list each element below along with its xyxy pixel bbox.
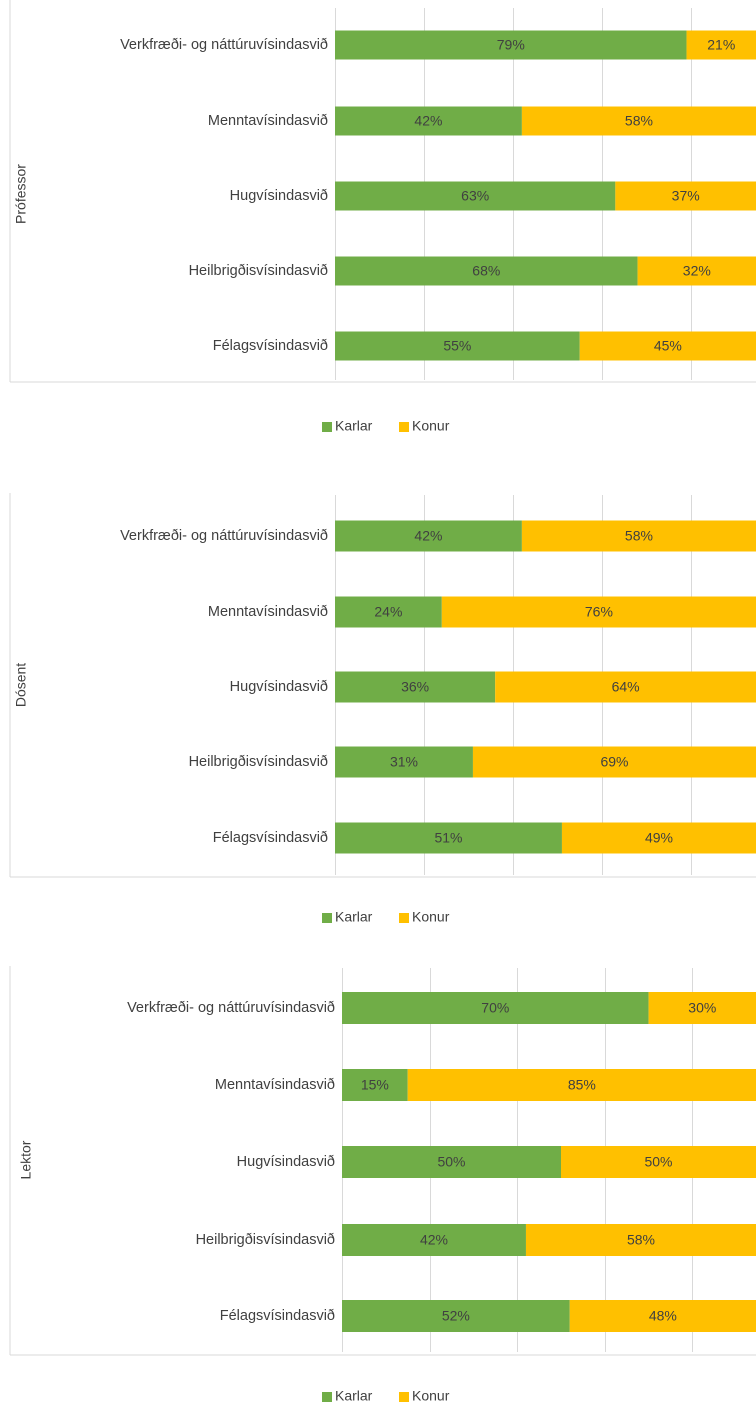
bar-karlar — [335, 822, 562, 854]
data-label: 85% — [568, 1077, 596, 1093]
chart-panel-2: Dósent Verkfræði- og náttúruvísindasvið 42… — [9, 493, 756, 925]
bar-konur — [495, 671, 756, 703]
data-label: 49% — [645, 830, 673, 846]
legend-label-konur: Konur — [412, 418, 450, 434]
category-label: Heilbrigðisvísindasvið — [189, 263, 328, 279]
data-label: 42% — [420, 1232, 448, 1248]
group-label: Lektor — [18, 1140, 34, 1179]
data-label: 52% — [442, 1308, 470, 1324]
bar-karlar — [335, 181, 616, 211]
data-label: 37% — [672, 188, 700, 204]
bar-konur — [561, 1146, 756, 1178]
bar-konur — [637, 256, 756, 286]
data-label: 31% — [390, 754, 418, 770]
bar-karlar — [335, 520, 522, 552]
data-label: 30% — [688, 1000, 716, 1016]
legend-swatch-konur — [399, 913, 409, 923]
category-label: Félagsvísindasvið — [213, 830, 328, 846]
bar-karlar — [342, 1146, 561, 1178]
bar-konur — [579, 331, 756, 361]
data-label: 58% — [625, 528, 653, 544]
bar-konur — [407, 1069, 756, 1101]
legend-label-karlar: Karlar — [335, 909, 373, 925]
legend-swatch-karlar — [322, 913, 332, 923]
bar-karlar — [335, 746, 473, 778]
category-label: Menntavísindasvið — [208, 604, 328, 620]
bar-karlar — [342, 1069, 408, 1101]
data-label: 51% — [434, 830, 462, 846]
data-label: 64% — [612, 679, 640, 695]
category-label: Menntavísindasvið — [208, 113, 328, 129]
legend-swatch-konur — [399, 422, 409, 432]
data-label: 32% — [683, 263, 711, 279]
data-label: 55% — [443, 338, 471, 354]
legend-label-karlar: Karlar — [335, 418, 373, 434]
legend-swatch-karlar — [322, 1392, 332, 1402]
category-label: Félagsvísindasvið — [220, 1308, 335, 1324]
category-label: Verkfræði- og náttúruvísindasvið — [120, 37, 328, 53]
category-label: Verkfræði- og náttúruvísindasvið — [120, 528, 328, 544]
bar-konur — [686, 30, 756, 60]
bar-konur — [521, 106, 756, 136]
data-label: 63% — [461, 188, 489, 204]
legend-label-konur: Konur — [412, 1388, 450, 1404]
data-label: 48% — [649, 1308, 677, 1324]
legend: Karlar Konur — [322, 909, 450, 925]
chart-panel-1: Prófessor Verkfræði- og náttúruvísindasvi… — [9, 0, 756, 434]
bar-karlar — [342, 992, 649, 1024]
bar-karlar — [335, 256, 638, 286]
legend-label-konur: Konur — [412, 909, 450, 925]
data-label: 15% — [361, 1077, 389, 1093]
category-label: Menntavísindasvið — [215, 1077, 335, 1093]
chart-panel-3: Lektor Verkfræði- og náttúruvísindasvið 70… — [9, 966, 756, 1404]
bar-konur — [615, 181, 756, 211]
data-label: 70% — [481, 1000, 509, 1016]
bar-karlar — [342, 1300, 570, 1332]
category-label: Hugvísindasvið — [230, 679, 328, 695]
bar-konur — [441, 596, 756, 628]
data-label: 58% — [627, 1232, 655, 1248]
bar-konur — [569, 1300, 756, 1332]
bar-karlar — [335, 106, 522, 136]
legend-label-karlar: Karlar — [335, 1388, 373, 1404]
data-label: 50% — [644, 1154, 672, 1170]
data-label: 79% — [497, 37, 525, 53]
data-label: 68% — [472, 263, 500, 279]
legend-swatch-konur — [399, 1392, 409, 1402]
bar-konur — [521, 520, 756, 552]
bar-konur — [648, 992, 756, 1024]
bar-karlar — [342, 1224, 526, 1256]
bar-konur — [561, 822, 756, 854]
data-label: 58% — [625, 113, 653, 129]
group-label: Dósent — [13, 663, 29, 707]
data-label: 76% — [585, 604, 613, 620]
legend: Karlar Konur — [322, 418, 450, 434]
group-label: Prófessor — [13, 164, 29, 224]
bar-karlar — [335, 30, 687, 60]
data-label: 24% — [374, 604, 402, 620]
data-label: 42% — [414, 113, 442, 129]
data-label: 42% — [414, 528, 442, 544]
bar-konur — [472, 746, 756, 778]
category-label: Verkfræði- og náttúruvísindasvið — [127, 1000, 335, 1016]
category-label: Heilbrigðisvísindasvið — [196, 1232, 335, 1248]
bar-karlar — [335, 596, 442, 628]
category-label: Hugvísindasvið — [230, 188, 328, 204]
bar-karlar — [335, 331, 580, 361]
category-label: Félagsvísindasvið — [213, 338, 328, 354]
data-label: 21% — [707, 37, 735, 53]
data-label: 45% — [654, 338, 682, 354]
bar-karlar — [335, 671, 496, 703]
bar-konur — [525, 1224, 756, 1256]
category-label: Hugvísindasvið — [237, 1154, 335, 1170]
data-label: 69% — [600, 754, 628, 770]
legend: Karlar Konur — [322, 1388, 450, 1404]
data-label: 50% — [437, 1154, 465, 1170]
category-label: Heilbrigðisvísindasvið — [189, 754, 328, 770]
data-label: 36% — [401, 679, 429, 695]
legend-swatch-karlar — [322, 422, 332, 432]
